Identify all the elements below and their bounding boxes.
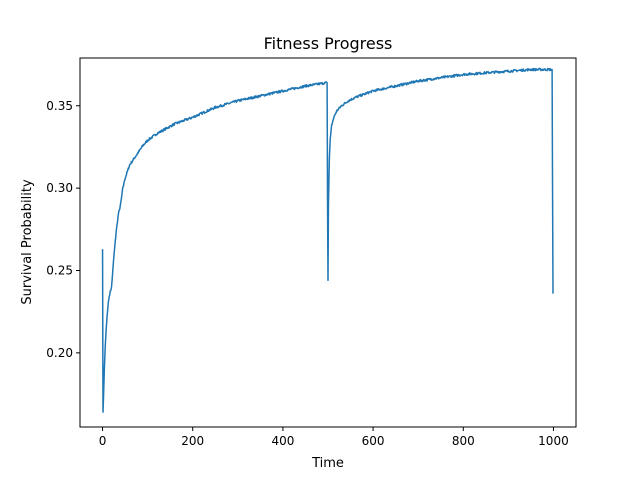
x-tick-label: 800: [452, 434, 475, 448]
x-axis-title: Time: [311, 456, 344, 471]
y-tick-label: 0.30: [46, 181, 73, 195]
y-tick-label: 0.35: [46, 99, 73, 113]
axes-frame: [79, 57, 577, 428]
x-axis: 0 200 400 600 800 1000: [99, 427, 569, 448]
plot-area: [101, 67, 554, 413]
y-axis: 0.20 0.25 0.30 0.35: [46, 99, 80, 360]
x-tick-label: 1000: [538, 434, 569, 448]
x-tick-label: 600: [362, 434, 385, 448]
y-axis-title: Survival Probability: [20, 179, 35, 305]
x-tick-label: 200: [181, 434, 204, 448]
x-tick-label: 0: [99, 434, 107, 448]
chart-title: Fitness Progress: [264, 34, 393, 53]
y-tick-label: 0.25: [46, 264, 73, 278]
series-line-0: [101, 67, 554, 413]
x-tick-label: 400: [271, 434, 294, 448]
y-tick-label: 0.20: [46, 346, 73, 360]
